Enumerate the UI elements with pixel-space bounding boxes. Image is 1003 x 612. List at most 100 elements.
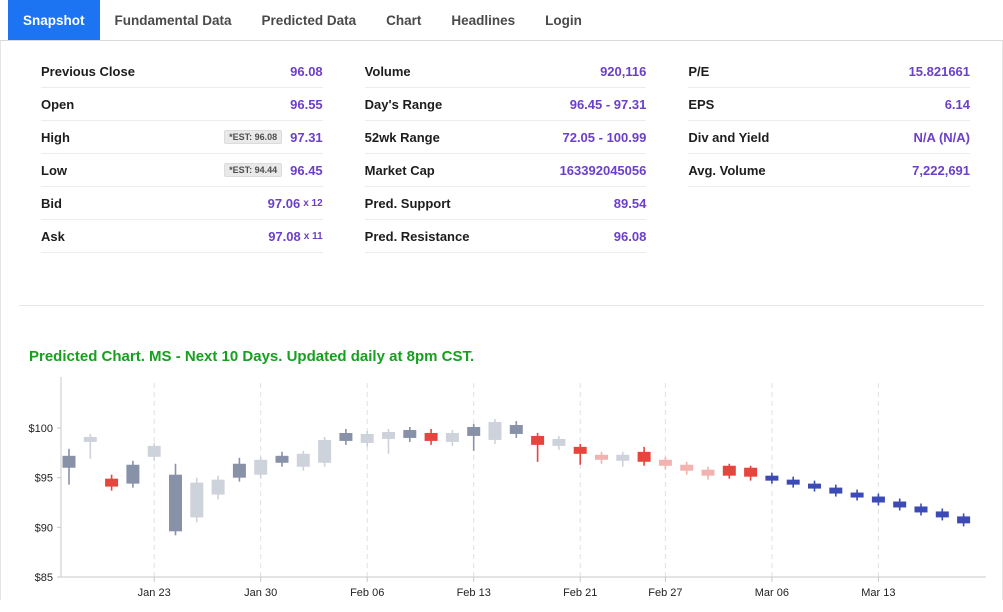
- quote-column-2: Volume 920,116 Day's Range 96.45 - 97.31 52w…: [364, 55, 647, 253]
- candle-body: [467, 427, 481, 436]
- candle-body: [786, 479, 800, 485]
- predicted-chart-title: Predicted Chart. MS - Next 10 Days. Upda…: [29, 348, 475, 365]
- x-tick-label: Jan 23: [138, 587, 171, 599]
- x-tick-label: Feb 21: [563, 587, 597, 599]
- candle-body: [83, 436, 97, 442]
- candle-body: [62, 455, 76, 468]
- estimate-badge: *EST: 96.08: [224, 130, 283, 144]
- tab-chart[interactable]: Chart: [386, 12, 422, 28]
- quote-value-group: *EST: 96.08 97.31: [224, 130, 323, 145]
- quote-row: Bid 97.06 x 12: [41, 187, 323, 220]
- quote-label: Day's Range: [364, 96, 443, 112]
- quote-table: Previous Close 96.08 Open 96.55 High *EST: 96…: [1, 41, 1002, 253]
- quote-row: Div and Yield N/A (N/A): [688, 121, 971, 154]
- quote-label: Low: [41, 162, 67, 178]
- candle-body: [595, 454, 608, 460]
- candle-body: [445, 432, 459, 442]
- candle-body: [169, 474, 182, 532]
- candle-body: [552, 438, 566, 446]
- quote-value-group: 96.08: [290, 64, 323, 79]
- quote-row: Market Cap 163392045056: [364, 154, 647, 187]
- quote-value: 96.08: [613, 228, 647, 244]
- quote-value-suffix: x 12: [303, 197, 323, 209]
- candle-body: [318, 439, 332, 463]
- quote-value: 97.06: [267, 195, 301, 211]
- quote-label: EPS: [688, 96, 715, 112]
- y-tick-label: $100: [29, 423, 53, 435]
- tab-headlines[interactable]: Headlines: [451, 12, 516, 28]
- quote-value: 163392045056: [559, 162, 647, 178]
- quote-value-group: 96.45 - 97.31: [570, 97, 647, 112]
- candle-body: [105, 478, 119, 487]
- quote-label: Ask: [41, 228, 65, 244]
- quote-value: 7,222,691: [912, 162, 971, 178]
- candle-body: [254, 459, 268, 475]
- candle-body: [382, 431, 395, 439]
- y-tick-label: $85: [35, 572, 53, 584]
- x-tick-label: Feb 27: [648, 587, 682, 599]
- x-tick-label: Feb 13: [457, 587, 491, 599]
- quote-label: Pred. Support: [364, 195, 451, 211]
- quote-value-group: *EST: 94.44 96.45: [224, 163, 323, 178]
- quote-row: Low *EST: 94.44 96.45: [41, 154, 323, 187]
- quote-label: Avg. Volume: [688, 162, 766, 178]
- candle-body: [211, 479, 225, 495]
- quote-value: 96.45: [290, 162, 323, 178]
- quote-column-3: P/E 15.821661 EPS 6.14 Div and Yield N/A (N/A…: [688, 55, 971, 253]
- tab-snapshot[interactable]: Snapshot: [8, 0, 100, 40]
- quote-value: 6.14: [944, 96, 971, 112]
- section-divider: [19, 305, 984, 306]
- candle-body: [829, 487, 843, 494]
- candle-body: [808, 483, 821, 489]
- quote-row: Pred. Support 89.54: [364, 187, 647, 220]
- quote-value-group: 97.06 x 12: [268, 196, 323, 211]
- candle-body: [765, 475, 779, 481]
- candle-body: [232, 463, 246, 478]
- quote-value: 96.08: [290, 63, 323, 79]
- quote-label: Div and Yield: [688, 129, 770, 145]
- tab-fundamental-data[interactable]: Fundamental Data: [114, 12, 232, 28]
- quote-row: 52wk Range 72.05 - 100.99: [364, 121, 647, 154]
- x-tick-label: Jan 30: [244, 587, 277, 599]
- quote-column-1: Previous Close 96.08 Open 96.55 High *EST: 96…: [41, 55, 323, 253]
- quote-label: Volume: [364, 63, 411, 79]
- tab-bar: Snapshot Fundamental Data Predicted Data Ch…: [0, 0, 1003, 41]
- quote-value-group: N/A (N/A): [913, 130, 970, 145]
- quote-value: 920,116: [600, 63, 647, 79]
- candle-body: [701, 469, 715, 476]
- quote-value-suffix: x 11: [303, 230, 323, 242]
- candle-body: [339, 432, 353, 441]
- candle-body: [893, 501, 907, 508]
- quote-value: 96.55: [290, 96, 323, 112]
- candle-body: [957, 516, 971, 524]
- quote-value-group: 96.08: [614, 229, 647, 244]
- candle-body: [296, 453, 310, 467]
- quote-label: Bid: [41, 195, 62, 211]
- candle-body: [126, 464, 140, 484]
- candle-body: [658, 459, 672, 466]
- quote-label: P/E: [688, 63, 710, 79]
- candle-body: [637, 451, 651, 462]
- candle-body: [531, 435, 545, 445]
- candle-body: [190, 482, 204, 518]
- quote-value-group: 6.14: [945, 97, 970, 112]
- x-tick-label: Mar 06: [755, 587, 789, 599]
- candle-body: [275, 455, 289, 463]
- candle-body: [722, 465, 736, 476]
- candle-body: [871, 496, 885, 503]
- candle-body: [680, 464, 694, 471]
- y-tick-label: $90: [35, 522, 53, 534]
- quote-value-group: 89.54: [614, 196, 647, 211]
- x-tick-label: Feb 06: [350, 587, 384, 599]
- predicted-chart: $100 $95 $90 $85 Jan 23 Jan 30 Feb 06 Feb 13 Feb…: [1, 369, 1002, 612]
- candle-body: [744, 467, 758, 477]
- tab-predicted-data[interactable]: Predicted Data: [261, 12, 357, 28]
- estimate-badge: *EST: 94.44: [224, 163, 283, 177]
- quote-row: P/E 15.821661: [688, 55, 971, 88]
- tab-login[interactable]: Login: [545, 12, 582, 28]
- candle-body: [935, 511, 949, 518]
- candle-body: [403, 429, 417, 438]
- quote-label: Pred. Resistance: [364, 228, 470, 244]
- x-tick-label: Mar 13: [861, 587, 895, 599]
- quote-row: Open 96.55: [41, 88, 323, 121]
